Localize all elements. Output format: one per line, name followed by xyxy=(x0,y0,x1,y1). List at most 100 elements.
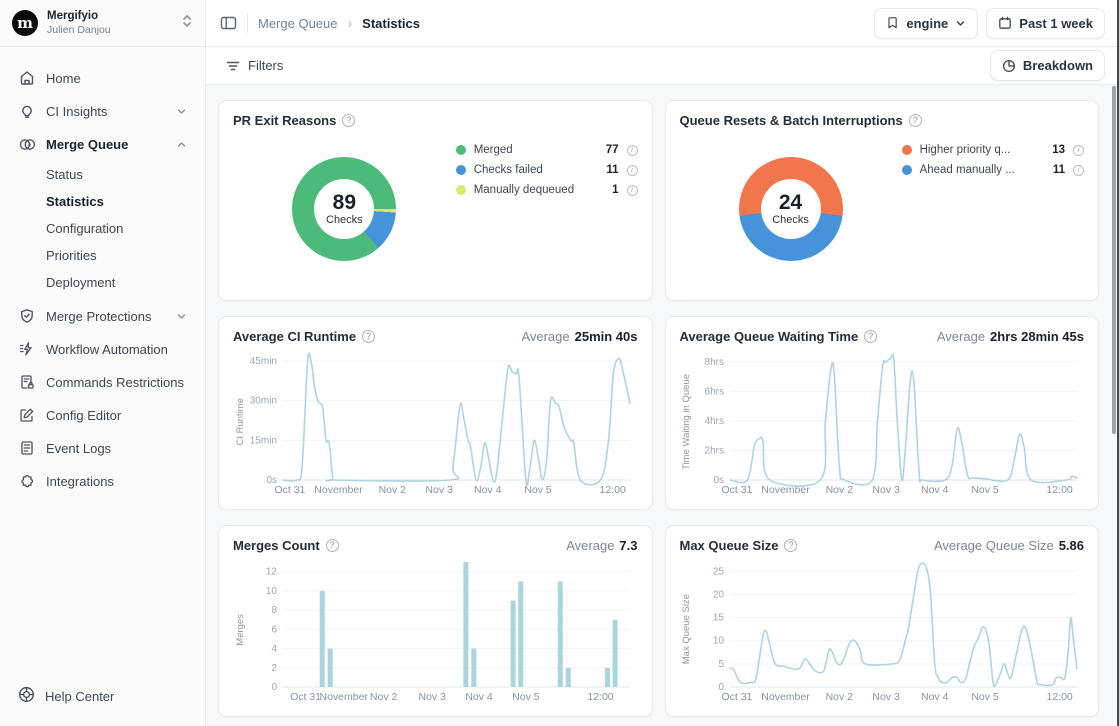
svg-text:6: 6 xyxy=(271,624,277,635)
card-ci-runtime: Average CI Runtime ? Average25min 40s CI… xyxy=(218,316,653,510)
sidebar-item-home[interactable]: Home xyxy=(8,63,197,93)
calendar-icon xyxy=(998,16,1012,30)
breakdown-button[interactable]: Breakdown xyxy=(990,50,1105,81)
card-pr-exit-reasons: PR Exit Reasons ? 89 Checks xyxy=(218,100,653,301)
filterbar: Filters Breakdown xyxy=(206,47,1119,85)
legend-item[interactable]: Checks failed 11 i xyxy=(456,164,638,176)
document-lock-icon xyxy=(18,373,36,391)
sidebar-subitem-configuration[interactable]: Configuration xyxy=(8,216,197,241)
pr-exit-donut-chart[interactable]: 89 Checks xyxy=(292,157,396,261)
sidebar-item-label: Workflow Automation xyxy=(46,342,187,357)
chevron-updown-icon xyxy=(181,14,193,33)
pie-chart-icon xyxy=(1002,59,1016,73)
svg-text:12:00: 12:00 xyxy=(1046,691,1072,703)
sidebar-item-label: Merge Protections xyxy=(46,309,166,324)
queue-waiting-line-chart[interactable]: 8hrs6hrs4hrs2hrs0sOct 31NovemberNov 2Nov… xyxy=(694,346,1085,497)
y-axis-title: Merges xyxy=(233,555,247,704)
sidebar-item-event-logs[interactable]: Event Logs xyxy=(8,433,197,463)
life-buoy-icon xyxy=(18,686,35,706)
help-question-icon[interactable]: ? xyxy=(326,539,339,552)
svg-text:12:00: 12:00 xyxy=(1046,484,1072,496)
svg-text:Oct 31: Oct 31 xyxy=(721,484,752,496)
sidebar-item-label: Commands Restrictions xyxy=(46,375,187,390)
sidebar-subitem-priorities[interactable]: Priorities xyxy=(8,243,197,268)
help-question-icon[interactable]: ? xyxy=(784,539,797,552)
info-icon[interactable]: i xyxy=(1073,145,1084,156)
help-center-button[interactable]: Help Center xyxy=(0,672,205,726)
breadcrumb-parent[interactable]: Merge Queue xyxy=(258,16,338,31)
help-question-icon[interactable]: ? xyxy=(362,330,375,343)
svg-text:30min: 30min xyxy=(250,396,277,407)
ci-runtime-line-chart[interactable]: 45min30min15min0sOct 31NovemberNov 2Nov … xyxy=(247,346,638,497)
queue-resets-donut-chart[interactable]: 24 Checks xyxy=(739,157,843,261)
info-icon[interactable]: i xyxy=(627,165,638,176)
svg-text:Nov 5: Nov 5 xyxy=(971,691,999,703)
card-title: Queue Resets & Batch Interruptions xyxy=(680,113,903,128)
svg-text:5: 5 xyxy=(718,659,724,670)
info-icon[interactable]: i xyxy=(627,185,638,196)
sidebar-item-label: Home xyxy=(46,71,187,86)
max-queue-line-chart[interactable]: 2520151050Oct 31NovemberNov 2Nov 3Nov 4N… xyxy=(694,555,1085,704)
legend-value: 77 xyxy=(606,144,619,156)
sidebar-item-integrations[interactable]: Integrations xyxy=(8,466,197,496)
card-title: Average Queue Waiting Time xyxy=(680,329,859,344)
sidebar-item-workflow-automation[interactable]: Workflow Automation xyxy=(8,334,197,364)
help-question-icon[interactable]: ? xyxy=(342,114,355,127)
svg-text:Nov 5: Nov 5 xyxy=(971,484,999,496)
merges-count-bar-chart[interactable]: 121086420Oct 31NovemberNov 2Nov 3Nov 4No… xyxy=(247,555,638,704)
filters-label: Filters xyxy=(248,58,283,73)
sidebar-item-label: Event Logs xyxy=(46,441,187,456)
queue-icon xyxy=(886,16,899,30)
legend-value: 11 xyxy=(606,164,618,176)
card-merges-count: Merges Count ? Average7.3 Merges 1210864… xyxy=(218,525,653,717)
legend-value: 11 xyxy=(1053,164,1065,176)
svg-text:12:00: 12:00 xyxy=(587,691,613,703)
average-readout: Average7.3 xyxy=(566,538,637,553)
legend-label: Higher priority q... xyxy=(920,144,1011,156)
svg-text:2: 2 xyxy=(271,663,277,674)
vertical-scrollbar-thumb[interactable] xyxy=(1112,86,1116,434)
svg-text:25: 25 xyxy=(712,566,724,577)
svg-text:n: n xyxy=(28,142,31,148)
svg-text:4: 4 xyxy=(271,644,277,655)
info-icon[interactable]: i xyxy=(627,145,638,156)
sidebar-item-merge-queue[interactable]: n Merge Queue xyxy=(8,129,197,159)
help-question-icon[interactable]: ? xyxy=(864,330,877,343)
svg-text:Nov 4: Nov 4 xyxy=(474,484,502,496)
legend-value: 13 xyxy=(1052,144,1065,156)
legend-item[interactable]: Merged 77 i xyxy=(456,144,638,156)
sidebar-item-commands-restrictions[interactable]: Commands Restrictions xyxy=(8,367,197,397)
y-axis-title: Time Waiting in Queue xyxy=(680,346,694,497)
info-icon[interactable]: i xyxy=(1073,165,1084,176)
main-area: Merge Queue › Statistics engine Past 1 w… xyxy=(206,0,1119,726)
queue-select[interactable]: engine xyxy=(874,8,978,39)
legend-item[interactable]: Ahead manually ... 11 i xyxy=(902,164,1084,176)
legend-value: 1 xyxy=(612,184,618,196)
legend-item[interactable]: Manually dequeued 1 i xyxy=(456,184,638,196)
sidebar-subitem-status[interactable]: Status xyxy=(8,162,197,187)
legend-item[interactable]: Higher priority q... 13 i xyxy=(902,144,1084,156)
average-readout: Average25min 40s xyxy=(521,329,637,344)
sidebar-subitem-deployment[interactable]: Deployment xyxy=(8,270,197,295)
card-title: Merges Count xyxy=(233,538,320,553)
sidebar-item-merge-protections[interactable]: Merge Protections xyxy=(8,301,197,331)
average-readout: Average Queue Size5.86 xyxy=(934,538,1084,553)
mergify-logo: m xyxy=(12,10,38,36)
date-range-button[interactable]: Past 1 week xyxy=(986,8,1105,39)
svg-text:Nov 3: Nov 3 xyxy=(872,484,900,496)
donut-total: 89 xyxy=(333,192,356,214)
sidebar-toggle-icon[interactable] xyxy=(220,15,237,31)
sidebar-item-config-editor[interactable]: Config Editor xyxy=(8,400,197,430)
donut-center: 89 Checks xyxy=(314,179,374,239)
svg-text:Nov 3: Nov 3 xyxy=(872,691,900,703)
svg-text:6hrs: 6hrs xyxy=(704,386,723,397)
sidebar-item-ci-insights[interactable]: CI Insights xyxy=(8,96,197,126)
help-question-icon[interactable]: ? xyxy=(909,114,922,127)
org-switcher[interactable]: m Mergifyio Julien Danjou xyxy=(0,0,205,47)
filters-button[interactable]: Filters xyxy=(220,54,289,77)
svg-text:Nov 4: Nov 4 xyxy=(921,691,949,703)
sidebar-subitem-statistics[interactable]: Statistics xyxy=(8,189,197,214)
svg-text:12: 12 xyxy=(266,567,278,578)
svg-text:Oct 31: Oct 31 xyxy=(274,484,305,496)
svg-text:Nov 3: Nov 3 xyxy=(418,691,446,703)
